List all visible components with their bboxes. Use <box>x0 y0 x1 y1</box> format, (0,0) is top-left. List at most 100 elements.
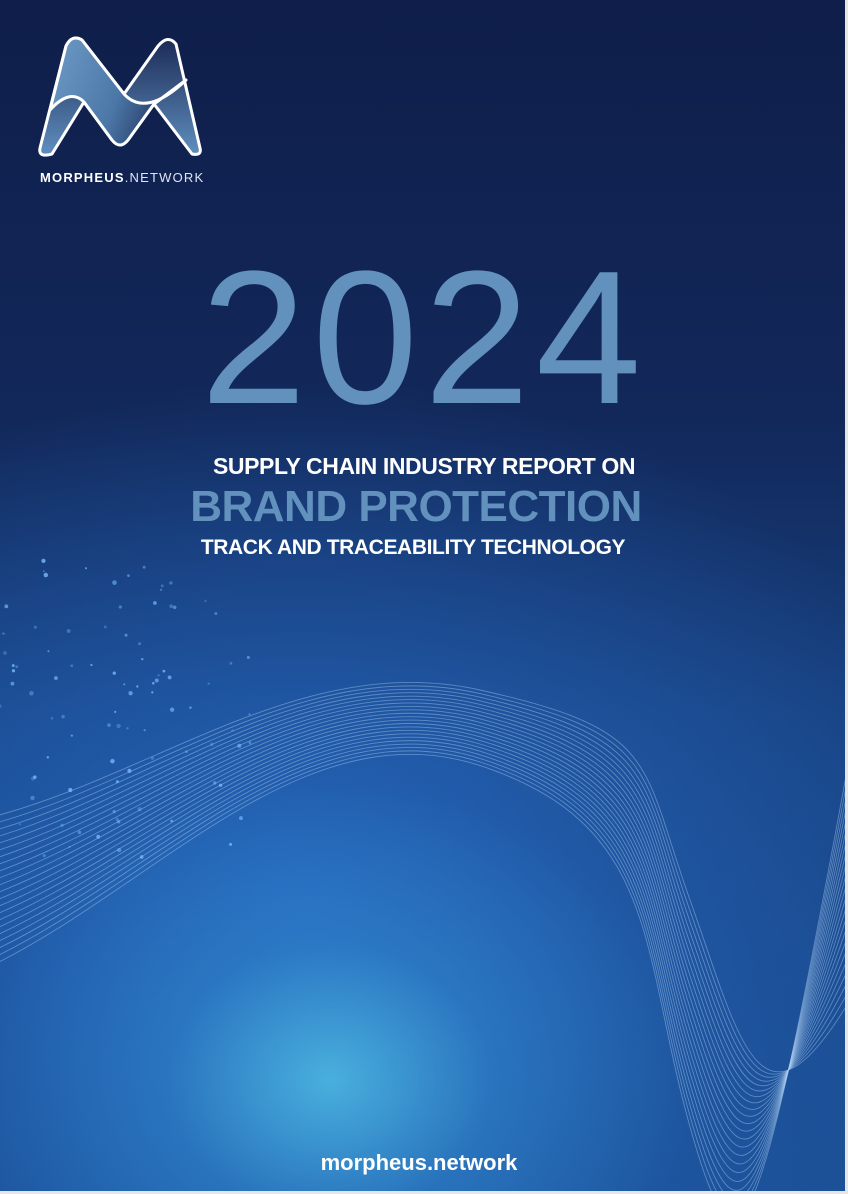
wave-line <box>0 688 845 1078</box>
light-dot <box>18 823 22 826</box>
report-title-line1: SUPPLY CHAIN INDUSTRY REPORT ON <box>212 453 636 479</box>
light-dot <box>3 651 7 655</box>
light-dot <box>42 854 46 858</box>
wave-line <box>0 740 845 1182</box>
light-dot <box>112 809 116 814</box>
wave-line <box>0 682 845 1073</box>
footer-website: morpheus.network <box>320 1150 518 1175</box>
light-dot <box>54 676 58 680</box>
light-dot <box>11 664 15 667</box>
morpheus-logo-icon <box>38 36 202 157</box>
light-dot <box>128 691 133 696</box>
light-dot <box>152 601 157 605</box>
light-dot <box>33 625 37 629</box>
light-dot <box>142 565 146 569</box>
light-dot <box>41 558 46 563</box>
light-dot <box>229 662 233 665</box>
light-dot <box>43 572 49 578</box>
light-dot <box>107 723 111 727</box>
light-dot <box>172 605 177 610</box>
wave-line <box>0 699 845 1092</box>
logo-wordmark-bold: MORPHEUS <box>40 170 125 185</box>
light-dot <box>84 567 88 570</box>
light-dot <box>139 855 144 859</box>
light-dot <box>189 706 192 709</box>
wave-line <box>0 747 845 1191</box>
light-dot <box>162 669 166 673</box>
logo-wordmark-light: .NETWORK <box>124 170 205 185</box>
light-dot <box>160 584 164 588</box>
light-dot <box>169 581 173 585</box>
light-dot <box>112 580 117 585</box>
light-dot <box>90 663 93 667</box>
light-dot <box>112 671 116 675</box>
wave-line <box>0 733 845 1165</box>
light-dot <box>68 787 73 793</box>
light-dot <box>124 633 128 637</box>
light-dot <box>137 807 142 812</box>
light-dot <box>0 704 2 708</box>
light-dot <box>246 655 250 660</box>
light-dot <box>96 834 101 839</box>
light-dot <box>70 664 74 668</box>
light-dot <box>157 674 160 677</box>
light-dot <box>29 691 34 696</box>
wave-line <box>0 709 845 1110</box>
wave-line <box>0 719 845 1132</box>
light-dot <box>66 629 71 633</box>
logo-wordmark: MORPHEUS.NETWORK <box>40 170 204 186</box>
light-dot <box>15 665 18 668</box>
light-dot <box>2 632 5 635</box>
wave-line <box>0 736 845 1173</box>
wave-line <box>0 726 845 1148</box>
wave-line <box>0 750 845 1191</box>
light-dot <box>248 741 252 745</box>
light-dot <box>115 817 119 821</box>
report-title-main: BRAND PROTECTION <box>190 482 642 531</box>
light-dot <box>117 847 122 853</box>
light-dot <box>154 678 159 683</box>
light-dot <box>150 756 155 760</box>
wave-line <box>0 685 845 1075</box>
wave-line <box>0 695 845 1087</box>
light-dot <box>60 823 64 827</box>
wave-line <box>0 702 845 1098</box>
light-dot <box>213 781 217 785</box>
light-dot <box>70 734 74 737</box>
light-dot <box>4 604 9 609</box>
light-dot <box>46 755 50 759</box>
light-dot <box>127 768 132 773</box>
light-dot <box>248 713 251 716</box>
light-dot <box>151 691 154 694</box>
light-dot <box>30 795 35 801</box>
light-dot <box>115 780 119 784</box>
light-dot <box>118 605 122 609</box>
wave-line <box>0 723 845 1140</box>
light-dot <box>68 845 71 848</box>
wave-line <box>0 716 845 1124</box>
light-dot <box>116 723 121 729</box>
light-dot <box>141 657 144 661</box>
light-dot <box>123 683 126 686</box>
light-dot <box>169 707 175 712</box>
light-dot <box>110 758 115 764</box>
light-dot <box>42 570 45 573</box>
wave-line <box>0 743 845 1191</box>
light-dot <box>61 714 65 719</box>
light-dot <box>138 642 142 646</box>
light-dot <box>170 819 173 823</box>
light-dot <box>207 682 210 685</box>
light-dot <box>204 599 207 603</box>
light-dot <box>151 681 155 685</box>
light-dot <box>77 830 82 835</box>
light-dot <box>116 819 121 824</box>
light-dot <box>33 775 37 779</box>
light-dot <box>50 716 54 720</box>
report-year: 2024 <box>200 232 648 444</box>
light-dot <box>210 742 214 746</box>
light-dot <box>159 588 163 591</box>
light-dot <box>237 743 242 748</box>
light-dot <box>47 650 50 653</box>
